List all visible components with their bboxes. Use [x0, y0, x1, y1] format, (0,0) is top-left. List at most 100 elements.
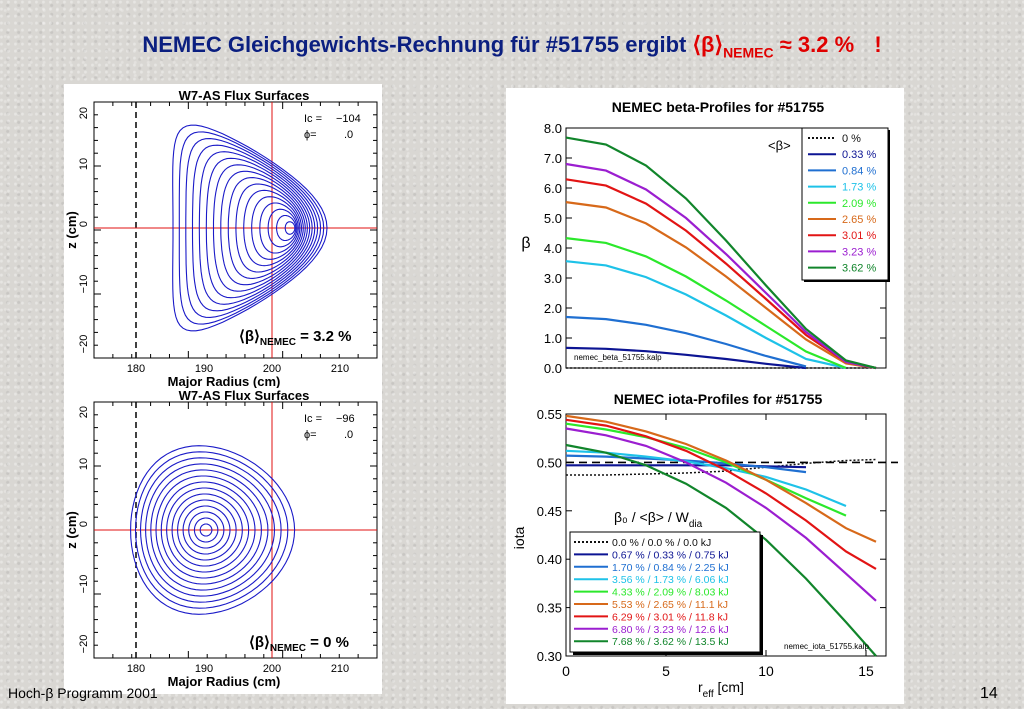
iota-legend-entry: 6.80 % / 3.23 % / 12.6 kJ [612, 624, 729, 636]
flux-surface-contour [166, 487, 250, 573]
xtick-180: 180 [127, 363, 145, 375]
flux-surface-contour [193, 517, 219, 543]
slide-title-bracket: ⟨β⟩ [692, 32, 724, 57]
flux-surface-contour [191, 144, 319, 312]
flux-surface-contour [259, 202, 299, 254]
flux-plot-bottom: W7-AS Flux Surfaces 180 190 200 210 20 1… [64, 388, 378, 689]
flux-plot-top: W7-AS Flux Surfaces 180 190 200 210 20 1… [64, 88, 378, 389]
ic-value: −104 [336, 113, 361, 125]
legend-box [801, 127, 889, 281]
ytick-20: 20 [78, 406, 90, 418]
iota-legend-entry: 0.0 % / 0.0 % / 0.0 kJ [612, 537, 711, 549]
flux-surface-contour [188, 511, 225, 549]
beta-legend-entry: 2.09 % [842, 198, 876, 210]
flux-title: W7-AS Flux Surfaces [179, 388, 310, 403]
beta-series-line [565, 162, 877, 370]
iota-ytick-label: 0.35 [537, 601, 562, 616]
flux-panel-bottom: W7-AS Flux Surfaces 180 190 200 210 20 1… [64, 388, 382, 694]
iota-series-line [565, 427, 877, 602]
footer-program: Hoch-β Programm 2001 [8, 685, 158, 701]
xtick-200: 200 [263, 663, 281, 675]
ytick-m20: −20 [78, 335, 90, 354]
beta-legend: <β> 0 % 0.33 % 0.84 % 1.73 % 2.09 % 2.65 % 3.01… [768, 127, 890, 282]
beta-series-line [565, 201, 877, 370]
xtick-210: 210 [331, 663, 349, 675]
ytick-m10: −10 [78, 275, 90, 294]
beta-legend-entry: 2.65 % [842, 214, 876, 226]
beta-legend-entry: 3.62 % [842, 263, 876, 275]
phi-label: ϕ= [304, 429, 317, 441]
flux-title: W7-AS Flux Surfaces [179, 88, 310, 103]
beta-ylabel: β [521, 235, 530, 252]
ic-label: Ic = [304, 413, 322, 425]
flux-surface-contour [276, 214, 297, 242]
iota-ytick-label: 0.40 [537, 552, 562, 567]
iota-ytick-label: 0.55 [537, 407, 562, 422]
flux-surface-contour [160, 481, 256, 579]
flux-panel-top: W7-AS Flux Surfaces 180 190 200 210 20 1… [64, 84, 382, 390]
flux-surface-contour [235, 183, 304, 273]
beta-ytick-label: 2.0 [544, 301, 562, 316]
iota-axis: 0.30 0.35 0.40 0.45 0.50 0.55 0 5 10 15 [537, 407, 886, 679]
iota-chart-title: NEMEC iota-Profiles for #51755 [614, 391, 823, 407]
flux-ticks [93, 101, 378, 359]
beta-ytick-label: 3.0 [544, 271, 562, 286]
flux-surfaces [172, 124, 328, 332]
ytick-0: 0 [78, 521, 90, 527]
beta-series-line [565, 260, 847, 370]
beta-ytick-label: 1.0 [544, 331, 562, 346]
flux-surface-contour [227, 177, 306, 279]
flux-surface-contour [134, 451, 289, 609]
iota-legend-entry: 6.29 % / 3.01 % / 11.8 kJ [612, 611, 728, 623]
iota-series-line [565, 422, 847, 517]
iota-xtick-label: 0 [562, 663, 570, 679]
beta-ytick-label: 5.0 [544, 211, 562, 226]
flux-surface-contour [171, 493, 243, 567]
beta-nemec-label: ⟨β⟩NEMEC = 0 % [249, 634, 349, 654]
beta-ytick-label: 0.0 [544, 361, 562, 376]
iota-xtick-label: 5 [662, 663, 670, 679]
iota-legend-entry: 5.53 % / 2.65 % / 11.1 kJ [612, 599, 728, 611]
slide-title-bang: ! [874, 32, 882, 57]
iota-ytick-label: 0.45 [537, 504, 562, 519]
flux-surface-contour [198, 151, 316, 305]
beta-series-line [565, 237, 847, 370]
xtick-190: 190 [195, 363, 213, 375]
beta-series-line [565, 346, 807, 370]
flux-surface-contour [212, 164, 311, 292]
beta-legend-entry: 3.23 % [842, 246, 876, 258]
flux-xlabel: Major Radius (cm) [168, 374, 281, 389]
flux-surface-contour [130, 445, 296, 615]
ic-value: −96 [336, 413, 355, 425]
flux-ylabel: z (cm) [64, 211, 79, 249]
iota-legend: β₀ / <β> / Wdia 0.0 % / 0.0 % / 0.0 kJ0.6… [569, 509, 763, 655]
flux-surface-contour [150, 469, 269, 591]
slide-title-main: NEMEC Gleichgewichts-Rechnung für #51755… [142, 32, 693, 57]
flux-ylabel: z (cm) [64, 511, 79, 549]
beta-ytick-label: 8.0 [544, 121, 562, 136]
beta-legend-entry: 0 % [842, 133, 861, 145]
ytick-10: 10 [78, 158, 90, 170]
iota-legend-entry: 0.67 % / 0.33 % / 0.75 kJ [612, 549, 729, 561]
profiles-panel: NEMEC beta-Profiles for #51755 0.0 1.0 2.0… [506, 88, 904, 704]
iota-legend-entry: 7.68 % / 3.62 % / 13.5 kJ [612, 636, 729, 648]
beta-chart-title: NEMEC beta-Profiles for #51755 [612, 99, 825, 115]
beta-legend-title: <β> [768, 138, 791, 153]
flux-surface-contour [172, 124, 328, 332]
slide-title: NEMEC Gleichgewichts-Rechnung für #51755… [0, 32, 1024, 60]
flux-ticks [93, 401, 378, 659]
iota-legend-entry: 1.70 % / 0.84 % / 2.25 kJ [612, 562, 729, 574]
beta-legend-entry: 0.33 % [842, 149, 876, 161]
flux-surface-contour [251, 196, 301, 260]
beta-legend-entry: 3.01 % [842, 230, 876, 242]
beta-nemec-label: ⟨β⟩NEMEC = 3.2 % [239, 328, 351, 348]
iota-ylabel: iota [511, 527, 527, 550]
xtick-180: 180 [127, 663, 145, 675]
iota-legend-title: β₀ / <β> / Wdia [614, 509, 703, 530]
xtick-210: 210 [331, 363, 349, 375]
beta-ytick-label: 4.0 [544, 241, 562, 256]
beta-ytick-label: 6.0 [544, 181, 562, 196]
iota-series-line [565, 443, 877, 657]
beta-legend-entry: 1.73 % [842, 182, 876, 194]
flux-surface-contour [185, 138, 322, 318]
